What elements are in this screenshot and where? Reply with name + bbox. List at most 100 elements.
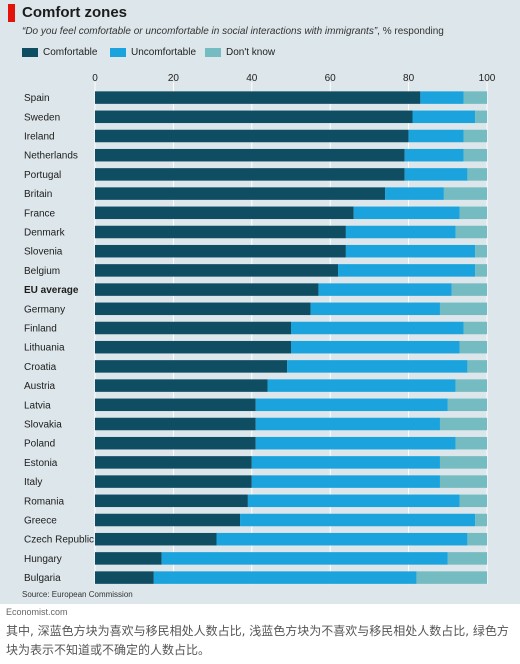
bar-comfortable xyxy=(95,571,154,584)
bar-don-t-know xyxy=(467,360,487,373)
bar-comfortable xyxy=(95,340,291,354)
bar-uncomfortable xyxy=(404,148,464,162)
category-label: Belgium xyxy=(24,266,60,277)
bar-don-t-know xyxy=(455,436,487,450)
bar-comfortable xyxy=(95,225,346,239)
bar-comfortable xyxy=(95,417,256,431)
bar-uncomfortable xyxy=(404,168,468,181)
bar-don-t-know xyxy=(459,206,487,220)
category-label: Germany xyxy=(24,304,65,315)
bar-don-t-know xyxy=(439,475,487,488)
bar-don-t-know xyxy=(475,110,487,124)
x-tick-label: 100 xyxy=(479,73,496,84)
bar-comfortable xyxy=(95,283,319,296)
legend-label-dont-know: Don't know xyxy=(226,47,276,58)
chart-card: Comfort zones “Do you feel comfortable o… xyxy=(0,0,520,604)
category-label: Slovenia xyxy=(24,247,63,258)
x-tick-label: 20 xyxy=(168,73,180,84)
category-label: EU average xyxy=(24,285,79,296)
bar-comfortable xyxy=(95,513,241,527)
category-label: Sweden xyxy=(24,112,60,123)
bar-don-t-know xyxy=(447,552,487,565)
category-label: Romania xyxy=(24,496,64,507)
category-label: Portugal xyxy=(24,170,61,181)
bar-uncomfortable xyxy=(255,398,448,412)
bar-uncomfortable xyxy=(318,283,452,296)
bar-uncomfortable xyxy=(255,436,456,450)
bar-uncomfortable xyxy=(385,187,444,200)
economist-red-tag xyxy=(8,4,15,22)
bar-uncomfortable xyxy=(251,456,440,469)
category-label: Lithuania xyxy=(24,343,65,354)
bar-don-t-know xyxy=(463,148,487,162)
bar-comfortable xyxy=(95,244,346,258)
bar-uncomfortable xyxy=(247,494,460,508)
bar-don-t-know xyxy=(439,456,487,469)
bar-comfortable xyxy=(95,91,421,104)
bar-don-t-know xyxy=(455,379,487,392)
bar-don-t-know xyxy=(416,571,487,584)
bar-uncomfortable xyxy=(240,513,476,527)
category-label: Britain xyxy=(24,189,52,200)
bar-don-t-know xyxy=(443,187,487,200)
bar-don-t-know xyxy=(459,494,487,508)
bar-comfortable xyxy=(95,168,405,181)
category-label: Poland xyxy=(24,439,55,450)
bar-uncomfortable xyxy=(251,475,440,488)
bar-comfortable xyxy=(95,206,354,220)
bar-don-t-know xyxy=(467,168,487,181)
category-label: Bulgaria xyxy=(24,573,61,584)
category-label: Spain xyxy=(24,93,50,104)
bar-comfortable xyxy=(95,532,217,546)
bar-uncomfortable xyxy=(287,360,468,373)
category-label: Greece xyxy=(24,516,57,527)
bar-uncomfortable xyxy=(412,110,476,124)
bar-uncomfortable xyxy=(345,225,456,239)
x-tick-label: 60 xyxy=(325,73,337,84)
bar-comfortable xyxy=(95,475,252,488)
category-label: Netherlands xyxy=(24,151,78,162)
bar-don-t-know xyxy=(475,244,487,258)
bar-uncomfortable xyxy=(161,552,448,565)
category-label: Denmark xyxy=(24,228,66,239)
bar-comfortable xyxy=(95,148,405,162)
bar-comfortable xyxy=(95,264,339,277)
subtitle-suffix: , % responding xyxy=(377,26,444,37)
bar-don-t-know xyxy=(451,283,487,296)
x-tick-label: 40 xyxy=(246,73,258,84)
bar-don-t-know xyxy=(463,321,487,335)
bar-don-t-know xyxy=(463,129,487,143)
legend-swatch-uncomfortable xyxy=(110,48,126,57)
brand-footer: Economist.com xyxy=(6,607,68,617)
category-label: Latvia xyxy=(24,400,51,411)
category-label: Estonia xyxy=(24,458,58,469)
bar-comfortable xyxy=(95,321,291,335)
bar-don-t-know xyxy=(439,417,487,431)
category-label: Slovakia xyxy=(24,420,62,431)
caption-text: 其中, 深蓝色方块为喜欢与移民相处人数占比, 浅蓝色方块为不喜欢与移民相处人数占… xyxy=(6,624,509,657)
bar-uncomfortable xyxy=(310,302,440,316)
category-label: Italy xyxy=(24,477,42,488)
category-label: Ireland xyxy=(24,132,55,143)
legend-label-uncomfortable: Uncomfortable xyxy=(131,47,197,58)
chart-subtitle: “Do you feel comfortable or uncomfortabl… xyxy=(22,26,444,37)
bar-don-t-know xyxy=(455,225,487,239)
bar-uncomfortable xyxy=(420,91,464,104)
bar-don-t-know xyxy=(475,264,487,277)
bar-comfortable xyxy=(95,494,248,508)
bar-uncomfortable xyxy=(291,321,464,335)
bar-comfortable xyxy=(95,379,268,392)
bar-don-t-know xyxy=(439,302,487,316)
bar-uncomfortable xyxy=(345,244,476,258)
bar-don-t-know xyxy=(463,91,487,104)
bar-uncomfortable xyxy=(353,206,460,220)
legend-swatch-comfortable xyxy=(22,48,38,57)
source-note: Source: European Commission xyxy=(22,590,133,599)
bar-uncomfortable xyxy=(338,264,476,277)
subtitle-question: “Do you feel comfortable or uncomfortabl… xyxy=(22,26,378,37)
bar-comfortable xyxy=(95,552,162,565)
bar-comfortable xyxy=(95,110,413,124)
bar-comfortable xyxy=(95,456,252,469)
bar-don-t-know xyxy=(459,340,487,354)
bar-comfortable xyxy=(95,360,288,373)
